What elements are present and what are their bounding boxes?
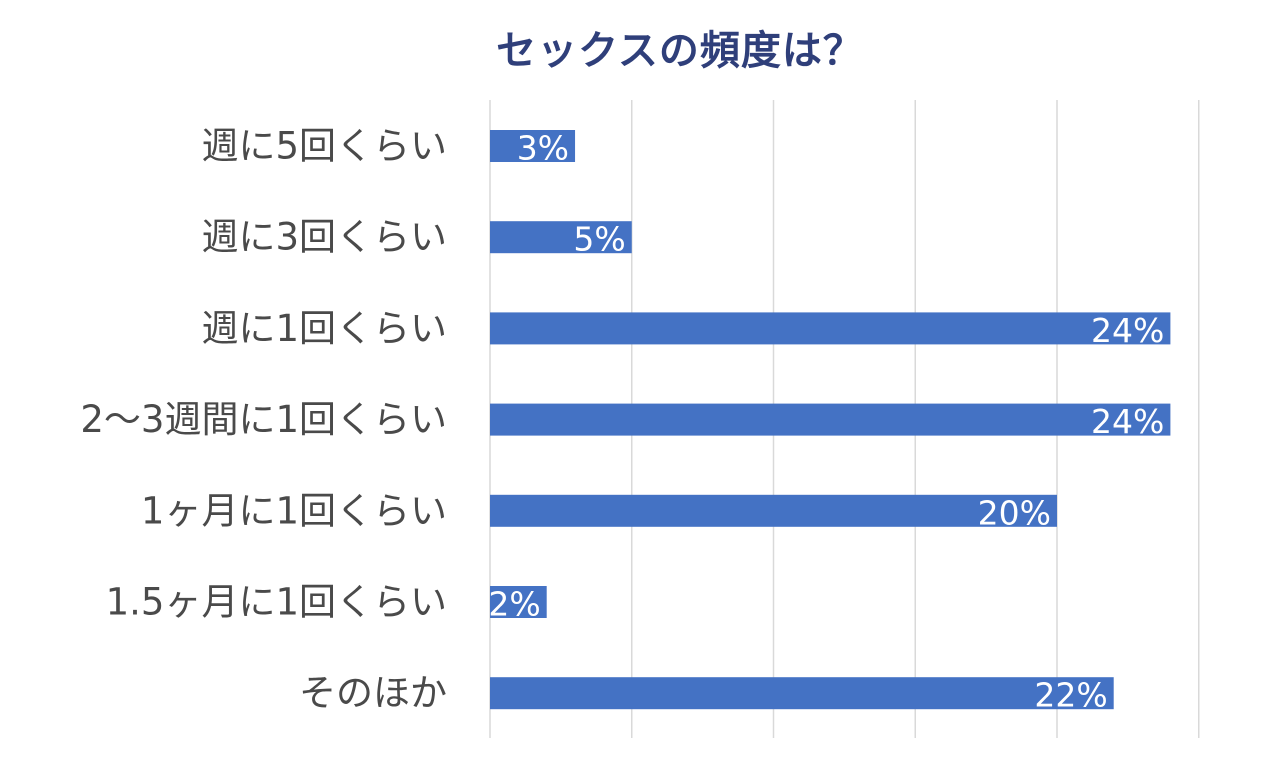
category-label: 週に1回くらい bbox=[201, 307, 447, 350]
data-label: 3% bbox=[517, 129, 569, 168]
bar bbox=[490, 312, 1171, 345]
data-label: 20% bbox=[978, 493, 1051, 532]
chart-title: セックスの頻度は？ bbox=[496, 28, 864, 74]
category-label: 1.5ヶ月に1回くらい bbox=[106, 581, 447, 624]
category-label: 2〜3週間に1回くらい bbox=[80, 398, 447, 441]
data-label: 22% bbox=[1034, 676, 1107, 715]
data-label: 2% bbox=[488, 585, 540, 624]
bar bbox=[490, 494, 1057, 527]
category-label: 1ヶ月に1回くらい bbox=[141, 489, 447, 532]
category-label: 週に5回くらい bbox=[201, 125, 447, 168]
bars bbox=[490, 130, 1171, 710]
category-label: 週に3回くらい bbox=[201, 216, 447, 259]
bar bbox=[490, 130, 576, 162]
bar bbox=[490, 221, 632, 254]
data-label: 24% bbox=[1091, 402, 1164, 441]
data-label: 24% bbox=[1091, 311, 1164, 350]
data-label: 5% bbox=[573, 220, 625, 259]
bar bbox=[490, 403, 1171, 436]
category-label: そのほか bbox=[299, 672, 447, 715]
bar bbox=[490, 586, 547, 618]
bar bbox=[490, 677, 1114, 710]
data-labels: 3% 5% 24% 24% 20% 2% 22% bbox=[488, 129, 1164, 715]
